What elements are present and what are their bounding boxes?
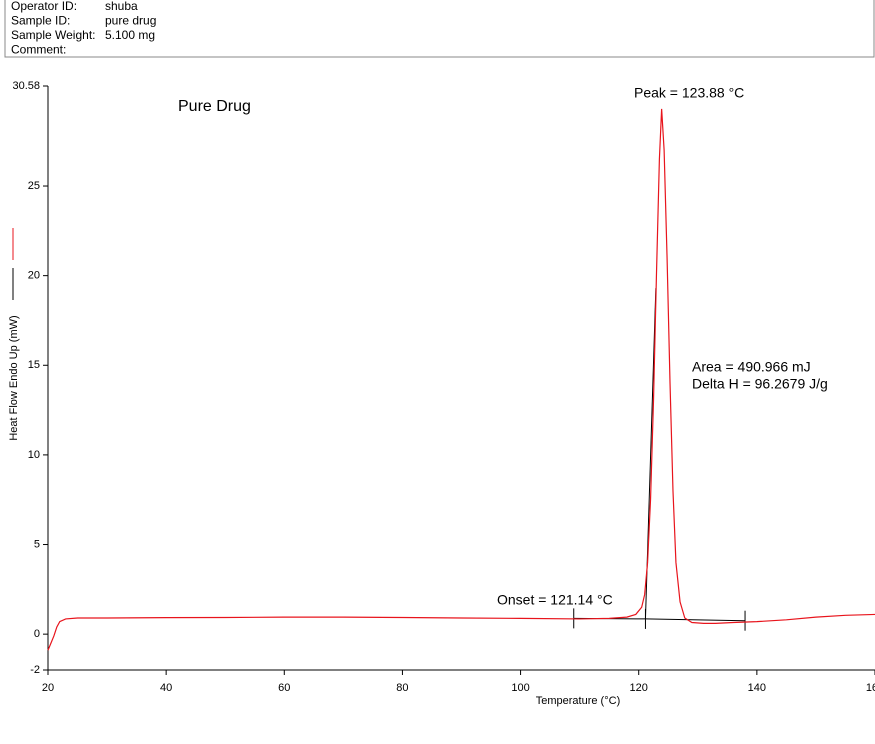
annotation: Peak = 123.88 °C [634,85,744,101]
y-tick-label: 5 [34,538,40,550]
x-axis-label: Temperature (°C) [536,695,620,707]
header-value: 5.100 mg [105,28,155,42]
chart-title: Pure Drug [178,98,251,115]
x-tick-label: 20 [42,682,54,694]
x-tick-label: 40 [160,682,172,694]
heat-flow-curve [47,108,875,651]
x-tick-label: 60 [278,682,290,694]
header-value: shuba [105,0,138,13]
x-tick-label: 100 [511,682,529,694]
header-label: Comment: [11,43,66,57]
y-tick-label: 25 [28,180,40,192]
annotation: Delta H = 96.2679 J/g [692,376,828,392]
annotation: Area = 490.966 mJ [692,359,811,375]
x-tick-label: 160 [866,682,875,694]
y-tick-label: 0 [34,628,40,640]
y-tick-label: 15 [28,359,40,371]
header-label: Sample Weight: [11,28,96,42]
x-tick-label: 80 [396,682,408,694]
y-tick-label: 20 [28,270,40,282]
header-label: Sample ID: [11,14,70,28]
y-axis-label: Heat Flow Endo Up (mW) [8,315,20,440]
x-tick-label: 120 [630,682,648,694]
header-value: pure drug [105,14,156,28]
y-tick-label: 30.58 [12,80,40,92]
x-tick-label: 140 [748,682,766,694]
y-tick-label: 10 [28,449,40,461]
header-label: Operator ID: [11,0,77,13]
header-box [4,0,875,58]
annotation: Onset = 121.14 °C [497,592,613,608]
y-tick-label: -2 [30,664,40,676]
